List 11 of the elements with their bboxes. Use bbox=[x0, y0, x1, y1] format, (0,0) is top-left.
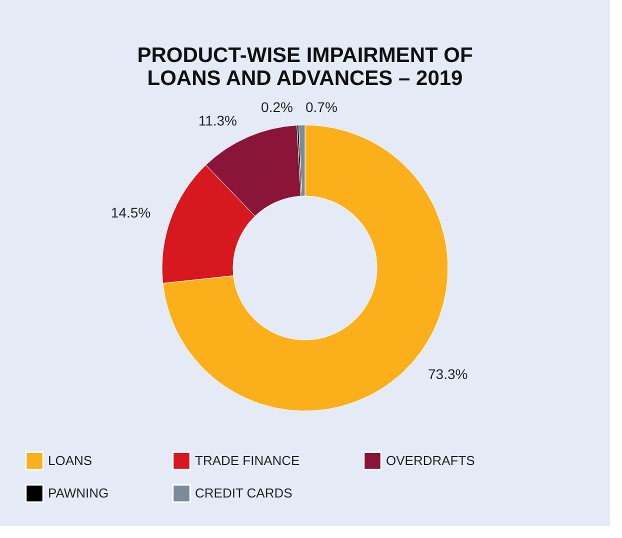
data-label: 11.3% bbox=[198, 112, 237, 128]
data-label: 0.7% bbox=[305, 99, 338, 116]
data-label: 0.2% bbox=[261, 99, 293, 116]
legend-label: OVERDRAFTS bbox=[386, 452, 476, 468]
legend-label: CREDIT CARDS bbox=[195, 486, 293, 500]
legend-label: TRADE FINANCE bbox=[195, 452, 300, 468]
legend-label: PAWNING bbox=[48, 486, 109, 500]
data-label: 14.5% bbox=[110, 204, 151, 220]
chart-title: PRODUCT-WISE IMPAIRMENT OF LOANS AND ADVANCES – 2019 bbox=[137, 44, 473, 90]
data-label: 73.3% bbox=[428, 366, 468, 382]
legend-label: LOANS bbox=[48, 452, 92, 468]
